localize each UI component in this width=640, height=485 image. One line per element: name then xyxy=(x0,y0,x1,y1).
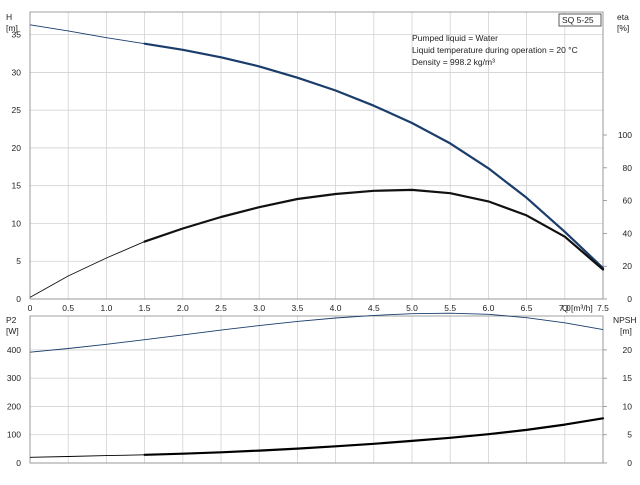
top-panel-left-tick-label: 15 xyxy=(12,181,22,191)
p2-lower-curve xyxy=(29,417,604,458)
top-panel-left-tick-label: 20 xyxy=(12,143,22,153)
model-badge: SQ 5-25 xyxy=(562,15,594,25)
top-panel-left-tick-label: 5 xyxy=(16,256,21,266)
bottom-panel-left-tick-label: 300 xyxy=(7,373,21,383)
top-panel-right-tick-label: 20 xyxy=(623,261,633,271)
x-tick-label: 1.0 xyxy=(100,303,112,313)
bottom-panel-right-tick-label: 5 xyxy=(627,430,632,440)
x-tick-label: 4.5 xyxy=(368,303,380,313)
p2-lower-duty-range xyxy=(143,417,605,456)
x-tick-label: 2.5 xyxy=(215,303,227,313)
bottom-panel-left-tick-label: 0 xyxy=(16,458,21,468)
npsh-axis-unit: [m] xyxy=(620,326,632,336)
x-tick-label: 0 xyxy=(28,303,33,313)
x-tick-label: 5.5 xyxy=(444,303,456,313)
x-tick-label: 6.0 xyxy=(482,303,494,313)
top-panel-left-tick-label: 35 xyxy=(12,30,22,40)
info-line-density: Density = 998.2 kg/m³ xyxy=(412,57,495,67)
head-curve xyxy=(29,24,604,269)
eta-axis-unit: [%] xyxy=(617,23,629,33)
head-axis-unit: [m] xyxy=(6,23,18,33)
x-tick-label: 3.5 xyxy=(291,303,303,313)
p2-upper-curve xyxy=(29,312,604,353)
bottom-panel-left-tick-label: 100 xyxy=(7,430,21,440)
top-panel-left-tick-label: 0 xyxy=(16,294,21,304)
x-tick-label: 1.5 xyxy=(139,303,151,313)
top-panel-left-tick-label: 10 xyxy=(12,218,22,228)
model-badge-box xyxy=(558,13,602,27)
top-panel-right-tick-label: 40 xyxy=(623,228,633,238)
bottom-panel-frame xyxy=(29,315,604,464)
x-tick-label: 4.0 xyxy=(330,303,342,313)
bottom-panel-left-tick-label: 400 xyxy=(7,345,21,355)
x-axis-label: Q [m³/h] xyxy=(562,303,593,313)
efficiency-duty-range xyxy=(143,188,605,271)
head-axis-title: H xyxy=(6,12,12,22)
top-panel-frame xyxy=(29,11,604,300)
x-tick-label: 0.5 xyxy=(62,303,74,313)
top-panel-left-tick-label: 30 xyxy=(12,67,22,77)
p2-axis-unit: [W] xyxy=(6,326,19,336)
x-tick-label: 3.0 xyxy=(253,303,265,313)
x-tick-label: 6.5 xyxy=(521,303,533,313)
top-panel-left-tick-label: 25 xyxy=(12,105,22,115)
bottom-panel-right-tick-label: 20 xyxy=(623,345,633,355)
efficiency-curve xyxy=(29,189,604,298)
x-tick-label: 5.0 xyxy=(406,303,418,313)
bottom-panel-right-tick-label: 15 xyxy=(623,373,633,383)
npsh-axis-title: NPSH xyxy=(613,315,637,325)
top-panel-right-tick-label: 80 xyxy=(623,163,633,173)
head-duty-range xyxy=(143,42,605,270)
top-panel-right-tick-label: 0 xyxy=(627,294,632,304)
bottom-panel-left-tick-label: 200 xyxy=(7,401,21,411)
bottom-panel-right-tick-label: 0 xyxy=(627,458,632,468)
info-line-liquid: Pumped liquid = Water xyxy=(412,33,498,43)
p2-axis-title: P2 xyxy=(6,315,17,325)
info-line-temperature: Liquid temperature during operation = 20… xyxy=(412,45,578,55)
x-tick-label: 2.0 xyxy=(177,303,189,313)
x-tick-label: 7.0 xyxy=(559,303,571,313)
x-tick-label: 7.5 xyxy=(597,303,609,313)
top-panel-right-tick-label: 60 xyxy=(623,196,633,206)
eta-axis-title: eta xyxy=(617,12,629,22)
top-panel-right-tick-label: 100 xyxy=(618,130,632,140)
bottom-panel-right-tick-label: 10 xyxy=(623,401,633,411)
